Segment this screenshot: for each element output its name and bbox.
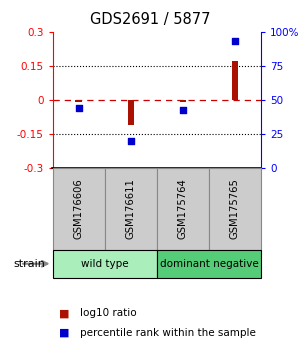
Bar	[75, 100, 82, 102]
Bar	[52, 250, 157, 278]
Text: log10 ratio: log10 ratio	[80, 308, 136, 318]
Text: GSM176611: GSM176611	[126, 178, 136, 239]
Text: strain: strain	[14, 259, 45, 269]
Bar	[232, 61, 238, 100]
Bar	[52, 168, 105, 250]
Text: wild type: wild type	[81, 259, 128, 269]
Point	[128, 138, 133, 144]
Bar	[105, 168, 157, 250]
Text: ■: ■	[58, 308, 69, 318]
Point	[232, 39, 237, 44]
Point	[76, 105, 81, 111]
Bar	[157, 168, 209, 250]
Bar	[180, 100, 186, 102]
Text: dominant negative: dominant negative	[160, 259, 258, 269]
Point	[180, 107, 185, 112]
Text: GSM175764: GSM175764	[178, 178, 188, 239]
Text: ■: ■	[58, 328, 69, 338]
Bar	[128, 100, 134, 125]
Text: GSM175765: GSM175765	[230, 178, 240, 239]
Text: GSM176606: GSM176606	[74, 178, 84, 239]
Text: GDS2691 / 5877: GDS2691 / 5877	[90, 12, 210, 27]
Bar	[157, 250, 261, 278]
Bar	[209, 168, 261, 250]
Text: percentile rank within the sample: percentile rank within the sample	[80, 328, 255, 338]
